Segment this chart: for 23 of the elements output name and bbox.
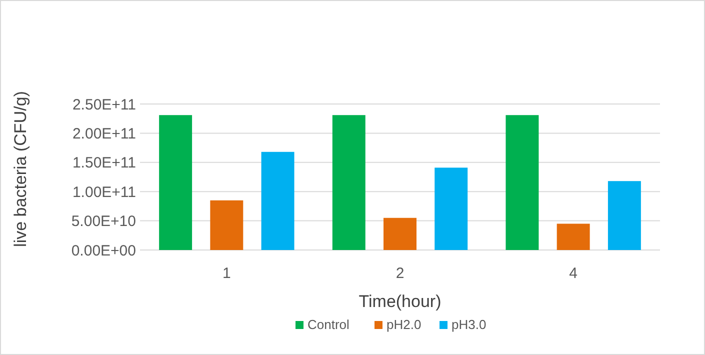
bar xyxy=(506,115,539,250)
y-tick-label: 5.00E+10 xyxy=(71,213,136,230)
bar xyxy=(159,115,192,250)
legend-label: pH2.0 xyxy=(386,317,422,332)
bar xyxy=(608,181,641,250)
x-tick-label: 2 xyxy=(396,265,404,282)
y-axis-title: live bacteria (CFU/g) xyxy=(11,91,30,247)
x-tick-label: 1 xyxy=(222,265,231,282)
bar xyxy=(434,168,468,250)
bar xyxy=(210,200,244,250)
legend-label: pH3.0 xyxy=(452,317,486,332)
bar xyxy=(556,224,590,250)
y-tick-label: 2.50E+11 xyxy=(72,96,136,114)
bar xyxy=(332,115,366,250)
x-tick-label: 4 xyxy=(569,265,578,282)
bar xyxy=(384,218,416,250)
y-tick-label: 0.00E+00 xyxy=(71,242,136,260)
x-axis-title: Time(hour) xyxy=(358,292,442,311)
y-tick-label: 2.00E+11 xyxy=(72,125,136,142)
y-tick-label: 1.00E+11 xyxy=(72,184,136,201)
legend-label: Control xyxy=(308,317,350,332)
bar xyxy=(261,152,294,250)
y-tick-label: 1.50E+11 xyxy=(72,154,136,172)
